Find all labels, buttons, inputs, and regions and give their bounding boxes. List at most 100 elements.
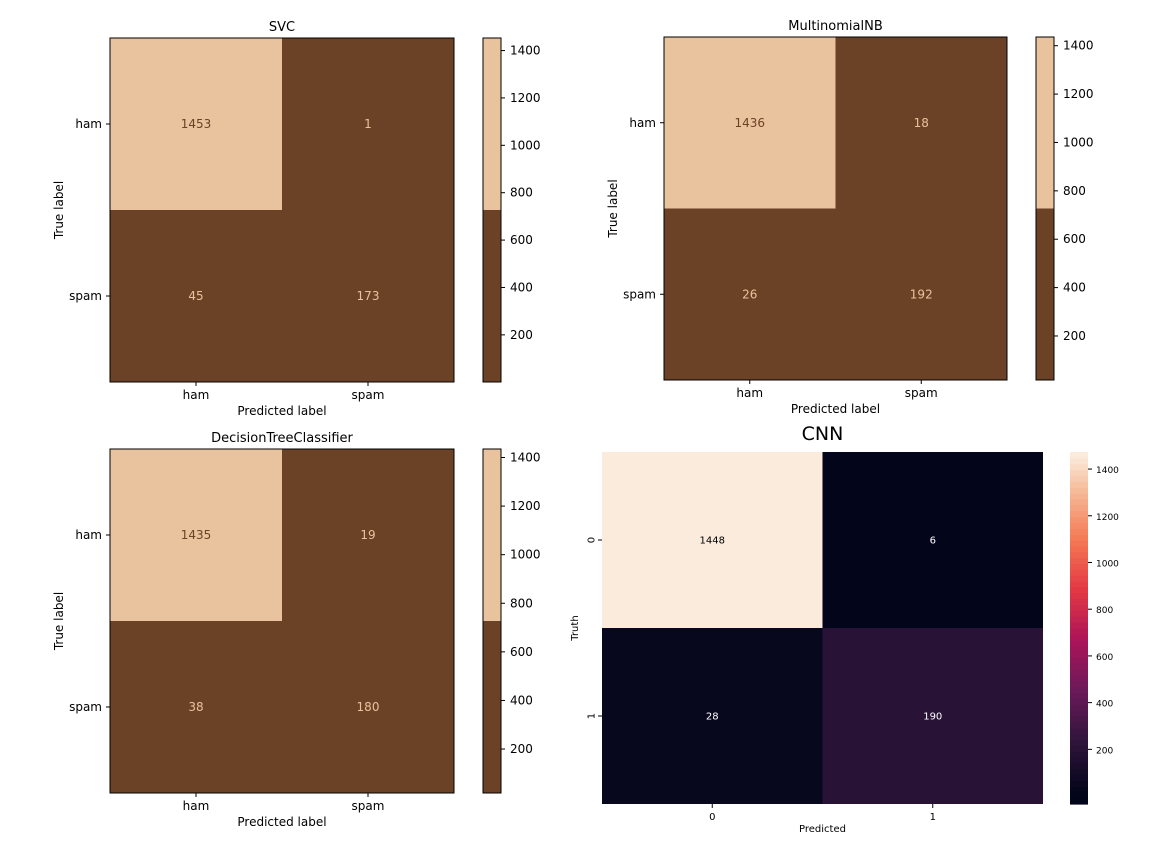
colorbar-tick-label: 200: [510, 742, 533, 756]
cell-value: 180: [357, 700, 380, 714]
y-tick-label: 1: [587, 713, 598, 719]
colorbar-segment: [1070, 557, 1088, 565]
colorbar-segment: [1070, 545, 1088, 553]
colorbar-segment: [1070, 739, 1088, 746]
colorbar-segment: [1070, 481, 1088, 488]
colorbar-segment: [1070, 733, 1088, 741]
panel-3: 1435 19 38 180 DecisionTreeClassifier ham spam…: [52, 431, 541, 829]
colorbar-tick-label: 1000: [1063, 135, 1094, 149]
colorbar-segment: [1070, 645, 1088, 653]
colorbar-tick-label: 1000: [1096, 559, 1119, 569]
cell-value: 1448: [700, 536, 725, 547]
cell-value: 173: [357, 289, 380, 303]
x-axis-label: Predicted label: [237, 815, 326, 829]
colorbar-segment: [1070, 657, 1088, 664]
cell-value: 18: [914, 116, 929, 130]
colorbar-tick-label: 800: [510, 596, 533, 610]
colorbar-tick-label: 1200: [510, 499, 541, 513]
matrix-cell: [664, 208, 836, 380]
y-tick-label: ham: [629, 116, 656, 130]
y-tick-label: spam: [623, 287, 656, 301]
colorbar-segment: [1036, 37, 1054, 209]
cell-value: 28: [706, 712, 719, 723]
colorbar-segment: [1070, 498, 1088, 506]
colorbar-segment: [1070, 452, 1088, 459]
y-axis-label: True label: [52, 181, 66, 240]
colorbar-segment: [1070, 551, 1088, 559]
colorbar-segment: [1070, 751, 1088, 758]
colorbar-segment: [1070, 727, 1088, 735]
colorbar-segment: [1070, 628, 1088, 635]
colorbar-segment: [1070, 586, 1088, 594]
matrix-cell: [664, 37, 836, 209]
colorbar-segment: [1070, 540, 1088, 547]
colorbar-tick-label: 800: [1063, 184, 1086, 198]
cell-value: 1436: [734, 116, 765, 130]
panel-title: CNN: [802, 423, 844, 445]
matrix-cell: [835, 37, 1007, 209]
colorbar-tick-label: 1400: [1063, 39, 1094, 53]
colorbar-segment: [483, 621, 501, 793]
colorbar-segment: [1070, 581, 1088, 588]
x-tick-label: 1: [930, 812, 936, 823]
colorbar-segment: [1070, 598, 1088, 606]
cell-value: 1453: [181, 117, 212, 131]
colorbar-segment: [483, 449, 501, 621]
cell-value: 192: [910, 287, 933, 301]
colorbar-segment: [1070, 475, 1088, 482]
x-tick-label: ham: [183, 388, 210, 402]
colorbar-segment: [483, 210, 501, 382]
y-tick-label: spam: [69, 700, 102, 714]
colorbar-segment: [1070, 493, 1088, 500]
colorbar-segment: [1070, 674, 1088, 682]
y-tick-label: ham: [75, 528, 102, 542]
colorbar-segment: [483, 38, 501, 210]
colorbar-segment: [1070, 680, 1088, 688]
colorbar-segment: [1070, 792, 1088, 799]
colorbar-tick-label: 200: [1096, 746, 1113, 756]
y-tick-label: ham: [75, 117, 102, 131]
x-tick-label: ham: [183, 799, 210, 813]
colorbar-segment: [1070, 575, 1088, 582]
colorbar-tick-label: 1400: [1096, 466, 1119, 476]
colorbar-segment: [1070, 604, 1088, 611]
colorbar-tick-label: 800: [510, 186, 533, 200]
colorbar-segment: [1070, 633, 1088, 641]
x-tick-label: spam: [905, 386, 938, 400]
colorbar-segment: [1070, 616, 1088, 623]
colorbar-tick-label: 600: [1063, 232, 1086, 246]
colorbar-tick-label: 400: [1096, 700, 1113, 710]
colorbar-segment: [1070, 780, 1088, 787]
colorbar-segment: [1070, 663, 1088, 670]
colorbar-segment: [1070, 563, 1088, 570]
colorbar-segment: [1070, 622, 1088, 629]
cell-value: 1435: [181, 528, 212, 542]
matrix-cell: [282, 621, 454, 793]
colorbar-segment: [1070, 721, 1088, 729]
colorbar-tick-label: 400: [1063, 281, 1086, 295]
matrix-cell: [110, 210, 282, 382]
colorbar-tick-label: 200: [510, 328, 533, 342]
panel-2: 1436 18 26 192 MultinomialNB ham spam ham spam Pr…: [606, 19, 1094, 416]
y-tick-label: 0: [587, 537, 598, 543]
colorbar-segment: [1070, 757, 1088, 764]
cell-value: 19: [360, 528, 375, 542]
colorbar-tick-label: 600: [510, 233, 533, 247]
colorbar-segment: [1070, 745, 1088, 752]
colorbar-segment: [1070, 762, 1088, 770]
colorbar-segment: [1070, 798, 1088, 805]
matrix-cell: [282, 449, 454, 621]
colorbar-segment: [1070, 487, 1088, 494]
colorbar-tick-label: 1400: [510, 44, 541, 58]
colorbar-segment: [1070, 686, 1088, 694]
panel-title: SVC: [269, 20, 295, 35]
colorbar-segment: [1070, 504, 1088, 512]
colorbar-segment: [1070, 592, 1088, 600]
cell-value: 1: [364, 117, 372, 131]
colorbar-tick-label: 600: [510, 645, 533, 659]
matrix-cell: [822, 452, 1043, 628]
colorbar-segment: [1070, 463, 1088, 471]
matrix-cell: [110, 38, 282, 210]
colorbar-segment: [1070, 692, 1088, 699]
x-axis-label: Predicted label: [791, 402, 880, 416]
